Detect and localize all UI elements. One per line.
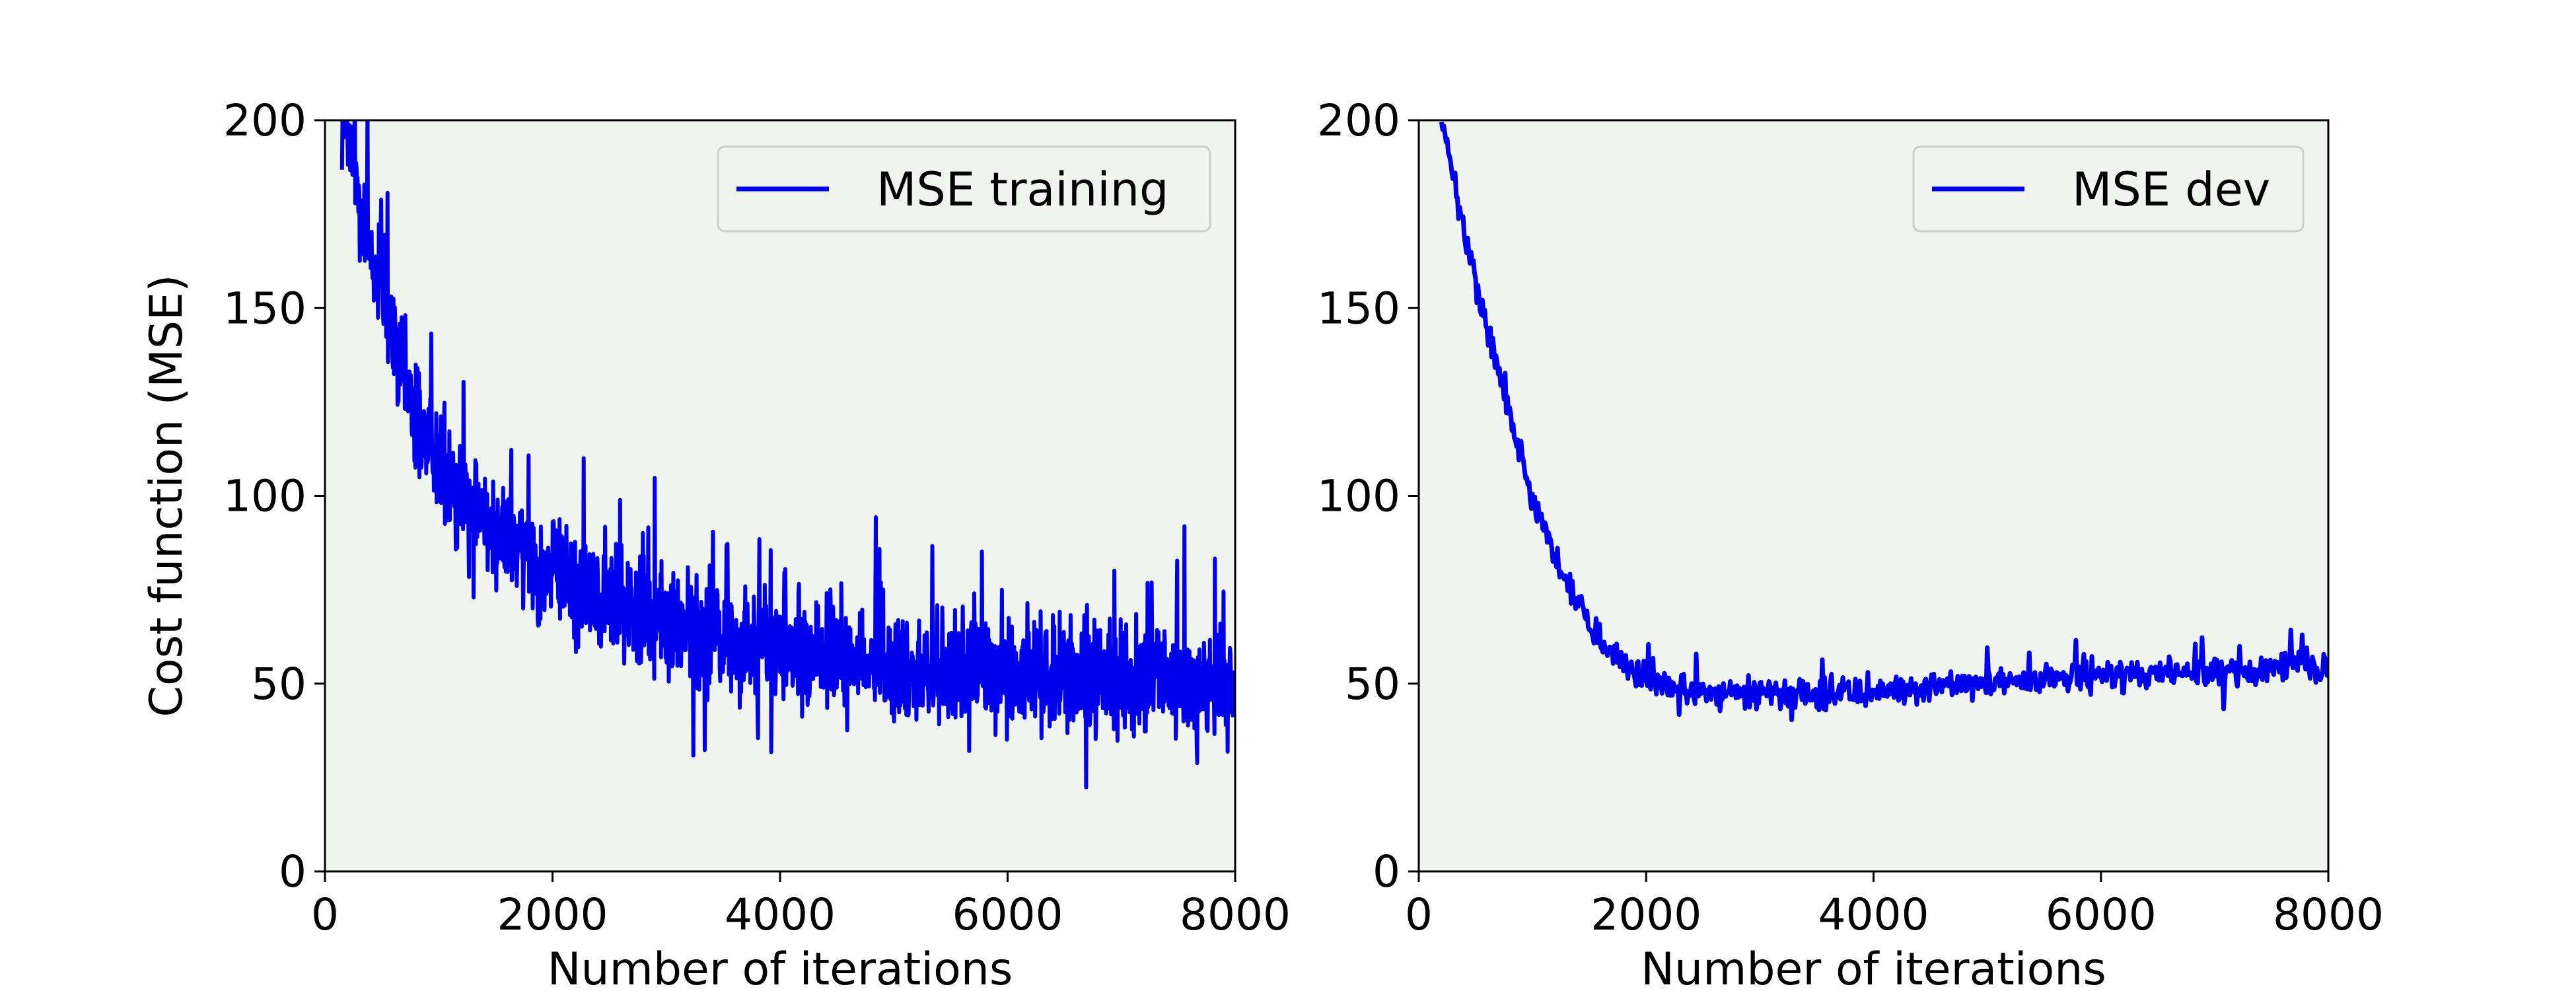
y-tick-label: 200	[1317, 95, 1400, 146]
x-tick-label: 2000	[1591, 889, 1701, 940]
chart-dev: 0 2000 4000 6000 8000 0 50 100 150 200 Number of …	[1317, 95, 2384, 991]
x-tick-label: 8000	[2273, 889, 2384, 940]
y-tick-label: 0	[279, 846, 306, 897]
series-line-mse-training	[340, 120, 1235, 789]
plot-area	[1419, 120, 2328, 871]
x-tick-label: 8000	[1180, 889, 1291, 940]
x-tick-label: 6000	[952, 889, 1063, 940]
series-layer	[340, 120, 1235, 789]
y-tick-label: 200	[223, 95, 306, 146]
series-line-mse-dev	[1439, 122, 2328, 723]
y-tick-label: 150	[1317, 283, 1400, 334]
y-tick-label: 50	[1345, 659, 1400, 710]
x-tick-label: 0	[1405, 889, 1433, 940]
y-tick-label: 100	[223, 471, 306, 522]
x-tick-label: 6000	[2046, 889, 2157, 940]
ticks-layer: 0 2000 4000 6000 8000 0 50 100 150 200	[1317, 95, 2384, 940]
y-axis-label: Cost function (MSE)	[141, 274, 193, 717]
x-tick-label: 4000	[725, 889, 836, 940]
y-tick-label: 150	[223, 283, 306, 334]
legend-label: MSE dev	[2072, 163, 2270, 217]
x-tick-label: 0	[311, 889, 339, 940]
legend-label: MSE training	[877, 163, 1169, 217]
x-tick-label: 4000	[1818, 889, 1929, 940]
x-axis-label: Number of iterations	[548, 943, 1013, 991]
y-tick-label: 0	[1373, 846, 1400, 897]
ticks-layer: 0 2000 4000 6000 8000 0 50 100 150 200	[223, 95, 1291, 940]
y-tick-label: 50	[251, 659, 306, 710]
legend: MSE training	[717, 145, 1211, 233]
legend-box	[1912, 145, 2305, 233]
chart-training: 0 2000 4000 6000 8000 0 50 100 150 200 Number of …	[141, 95, 1291, 991]
x-tick-label: 2000	[497, 889, 608, 940]
legend: MSE dev	[1912, 145, 2305, 233]
legend-box	[717, 145, 1211, 233]
series-layer	[1439, 122, 2328, 723]
y-tick-label: 100	[1317, 471, 1400, 522]
x-axis-label: Number of iterations	[1641, 943, 2106, 991]
